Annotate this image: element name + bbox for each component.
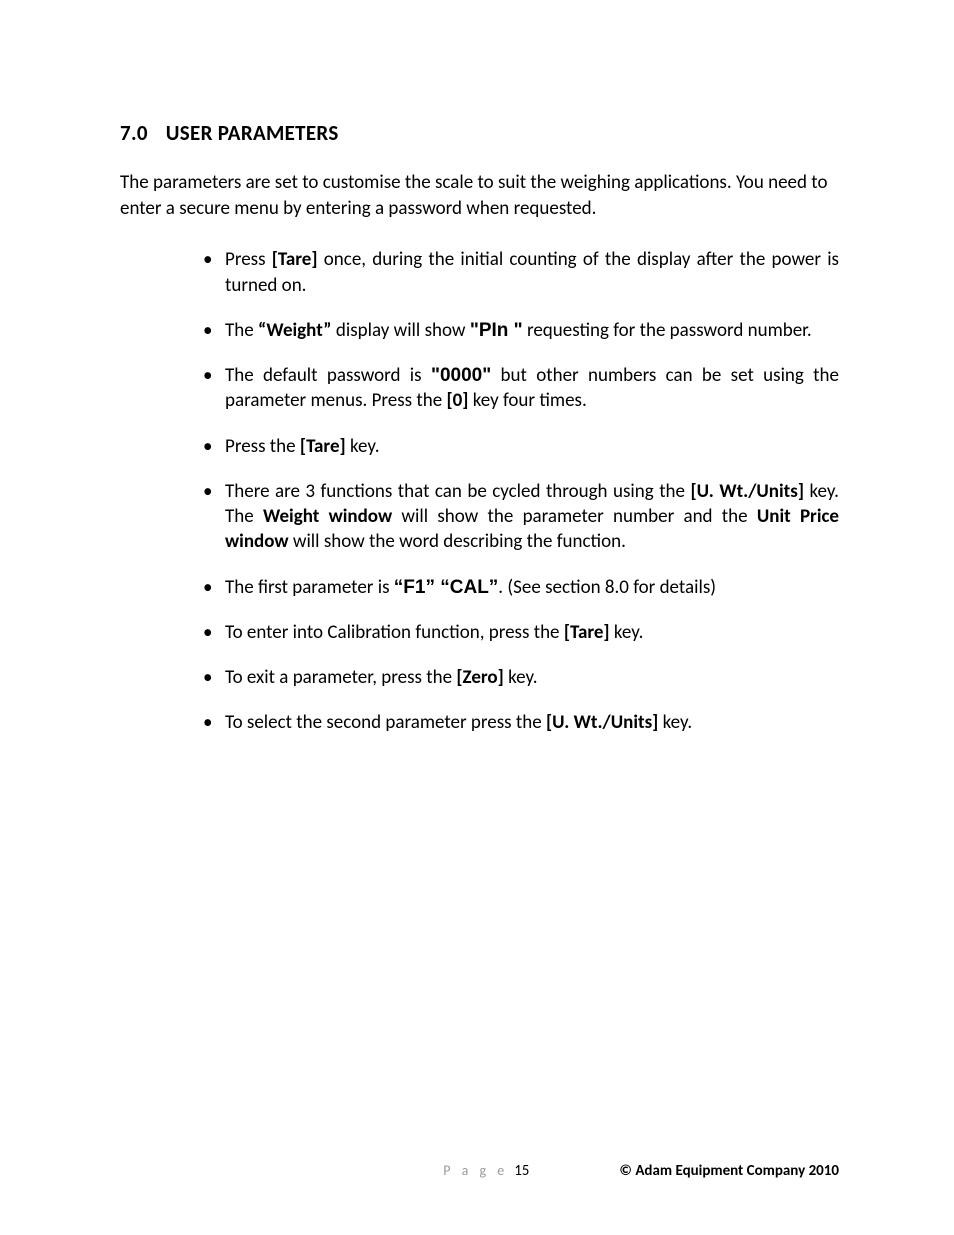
key-ref: [Tare] (300, 435, 346, 458)
key-ref: [0] (447, 389, 469, 412)
footer-copyright: © Adam Equipment Company 2010 (619, 1162, 839, 1180)
text: The (225, 319, 258, 342)
heading-number: 7.0 (120, 120, 148, 146)
heading-title: USER PARAMETERS (166, 120, 339, 146)
lcd-text: "PIn " (470, 320, 523, 341)
text: The default password is (225, 364, 431, 387)
text: key. (610, 621, 644, 644)
text: display will show (332, 319, 470, 342)
text: To exit a parameter, press the (225, 666, 456, 689)
key-ref: [Zero] (456, 666, 503, 689)
list-item: The “Weight” display will show "PIn " re… (225, 318, 839, 343)
text: Press (225, 248, 272, 271)
text: To enter into Calibration function, pres… (225, 621, 564, 644)
text: To select the second parameter press the (225, 711, 546, 734)
list-item: Press [Tare] once, during the initial co… (225, 247, 839, 298)
key-ref: “Weight” (258, 319, 332, 342)
text: key four times. (468, 389, 586, 412)
key-ref: [U. Wt./Units] (546, 711, 658, 734)
key-ref: [Tare] (564, 621, 610, 644)
text: will show the parameter number and the (392, 505, 757, 528)
lcd-text: "0000" (431, 365, 491, 386)
key-ref: [U. Wt./Units] (690, 480, 804, 503)
text: . (See section 8.0 for details) (498, 576, 716, 599)
document-page: 7.0 USER PARAMETERS The parameters are se… (0, 0, 954, 1235)
list-item: The first parameter is “F1” “CAL”. (See … (225, 575, 839, 600)
list-item: To enter into Calibration function, pres… (225, 620, 839, 645)
text: key. (346, 435, 380, 458)
text: will show the word describing the functi… (289, 530, 626, 553)
list-item: The default password is "0000" but other… (225, 363, 839, 414)
text: key. (504, 666, 538, 689)
page-footer: P a g e 15 © Adam Equipment Company 2010 (120, 1162, 839, 1180)
list-item: To exit a parameter, press the [Zero] ke… (225, 665, 839, 690)
list-item: There are 3 functions that can be cycled… (225, 479, 839, 555)
key-ref: Weight window (263, 505, 392, 528)
text: once, during the initial counting of the… (225, 248, 839, 296)
key-ref: [Tare] (272, 248, 318, 271)
text: Press the (225, 435, 300, 458)
intro-paragraph: The parameters are set to customise the … (120, 170, 839, 221)
footer-page-label: P a g e (443, 1162, 508, 1179)
list-item: To select the second parameter press the… (225, 710, 839, 735)
list-item: Press the [Tare] key. (225, 434, 839, 459)
text: There are 3 functions that can be cycled… (225, 480, 690, 503)
text: key. (658, 711, 692, 734)
section-heading: 7.0 USER PARAMETERS (120, 120, 839, 146)
text: requesting for the password number. (523, 319, 812, 342)
lcd-text: “F1” “CAL” (394, 577, 499, 598)
footer-page-number: 15 (514, 1162, 529, 1180)
text: The first parameter is (225, 576, 394, 599)
bullet-list: Press [Tare] once, during the initial co… (120, 247, 839, 735)
